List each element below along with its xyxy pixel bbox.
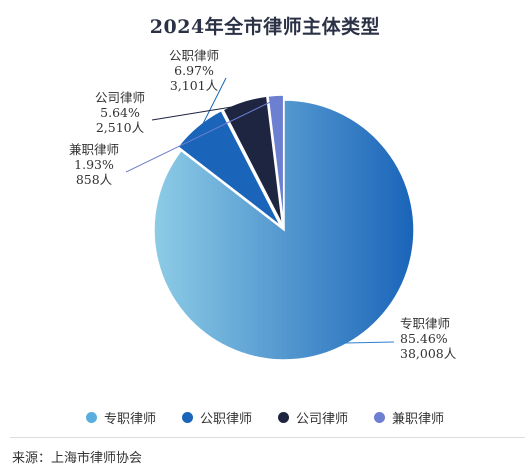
source-note: 来源：上海市律师协会 (12, 451, 143, 466)
legend-item-3[interactable]: 兼职律师 (374, 408, 444, 427)
legend-label: 兼职律师 (392, 412, 445, 427)
legend-item-1[interactable]: 公职律师 (181, 408, 252, 427)
legend-swatch (374, 412, 386, 423)
leader-line (125, 98, 277, 173)
slice-count: 2,510人 (96, 120, 145, 135)
pie-slice[interactable] (153, 99, 415, 361)
slice-percent: 85.46% (400, 331, 448, 346)
legend-swatch (85, 412, 97, 423)
slice-percent: 6.97% (174, 63, 214, 78)
pie-slice[interactable] (221, 95, 284, 226)
slice-name: 公司律师 (95, 90, 145, 105)
slice-label: 公司律师 5.64% 2,510人 (95, 90, 145, 135)
slice-percent: 1.93% (74, 157, 114, 172)
slice-count: 38,008人 (400, 346, 457, 361)
leader-line (339, 341, 395, 344)
leader-line (151, 104, 246, 121)
legend-label: 公职律师 (199, 412, 252, 427)
slice-label: 专职律师 85.46% 38,008人 (400, 316, 457, 361)
slice-label: 兼职律师 1.93% 858人 (69, 142, 119, 187)
slice-percent: 5.64% (100, 105, 140, 120)
divider (10, 437, 525, 438)
chart-legend: 专职律师 公职律师 公司律师 兼职律师 (0, 408, 530, 427)
legend-item-0[interactable]: 专职律师 (85, 408, 156, 427)
chart-title: 2024年全市律师主体类型 (149, 16, 381, 38)
slice-name: 专职律师 (400, 316, 450, 331)
slice-label: 公职律师 6.97% 3,101人 (169, 48, 219, 93)
legend-label: 公司律师 (296, 412, 349, 427)
pie-slice[interactable] (267, 94, 285, 226)
slice-name: 兼职律师 (69, 142, 119, 157)
legend-swatch (278, 412, 289, 423)
legend-item-2[interactable]: 公司律师 (278, 408, 348, 427)
slice-count: 858人 (76, 172, 113, 187)
legend-swatch (181, 412, 193, 423)
legend-label: 专职律师 (103, 412, 156, 427)
slice-count: 3,101人 (170, 78, 219, 93)
leader-line (199, 77, 227, 130)
slice-name: 公职律师 (169, 48, 219, 63)
